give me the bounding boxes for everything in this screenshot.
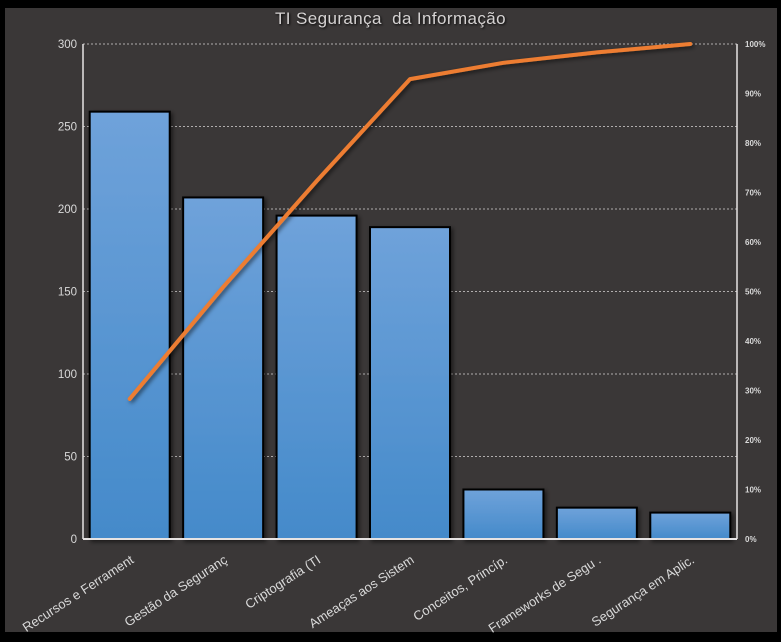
pareto-bar-1[interactable] [88,110,171,541]
right-axis-tick: 80% [745,139,761,148]
left-axis-tick: 250 [58,122,77,134]
left-axis-tick: 50 [64,452,77,464]
cumulative-line[interactable] [127,42,693,401]
right-axis-tick: 0% [745,535,757,544]
left-axis-tick: 150 [58,287,77,299]
right-axis-tick: 20% [745,436,761,445]
pareto-bar-7[interactable] [649,511,732,540]
pareto-bar-2[interactable] [182,196,265,540]
chart-title: TI Segurança da Informação [275,9,506,28]
category-label-3: Criptografia (TI [242,552,323,612]
pareto-bar-3[interactable] [275,214,358,540]
category-label-1: Recursos e Ferrament [20,552,137,635]
left-axis-tick: 0 [71,534,77,546]
pareto-bar-4[interactable] [369,226,451,540]
category-label-5: Conceitos, Princíp. [410,552,510,624]
category-label-2: Gestão da Seguranç [122,552,231,630]
right-axis-tick: 30% [745,387,761,396]
left-axis-tick: 300 [58,39,77,51]
right-axis-tick: 100% [745,40,765,49]
category-label-7: Segurança em Aplic. [589,552,697,630]
right-axis-tick: 60% [745,238,761,247]
pareto-bar-6[interactable] [555,506,638,540]
right-axis-tick: 50% [745,288,761,297]
left-axis-tick: 100 [58,369,77,381]
right-axis-tick: 40% [745,337,761,346]
left-axis-tick: 200 [58,204,77,216]
right-axis-tick: 10% [745,486,761,495]
pareto-bar-5[interactable] [462,488,545,540]
right-axis-tick: 70% [745,189,761,198]
right-axis-tick: 90% [745,90,761,99]
